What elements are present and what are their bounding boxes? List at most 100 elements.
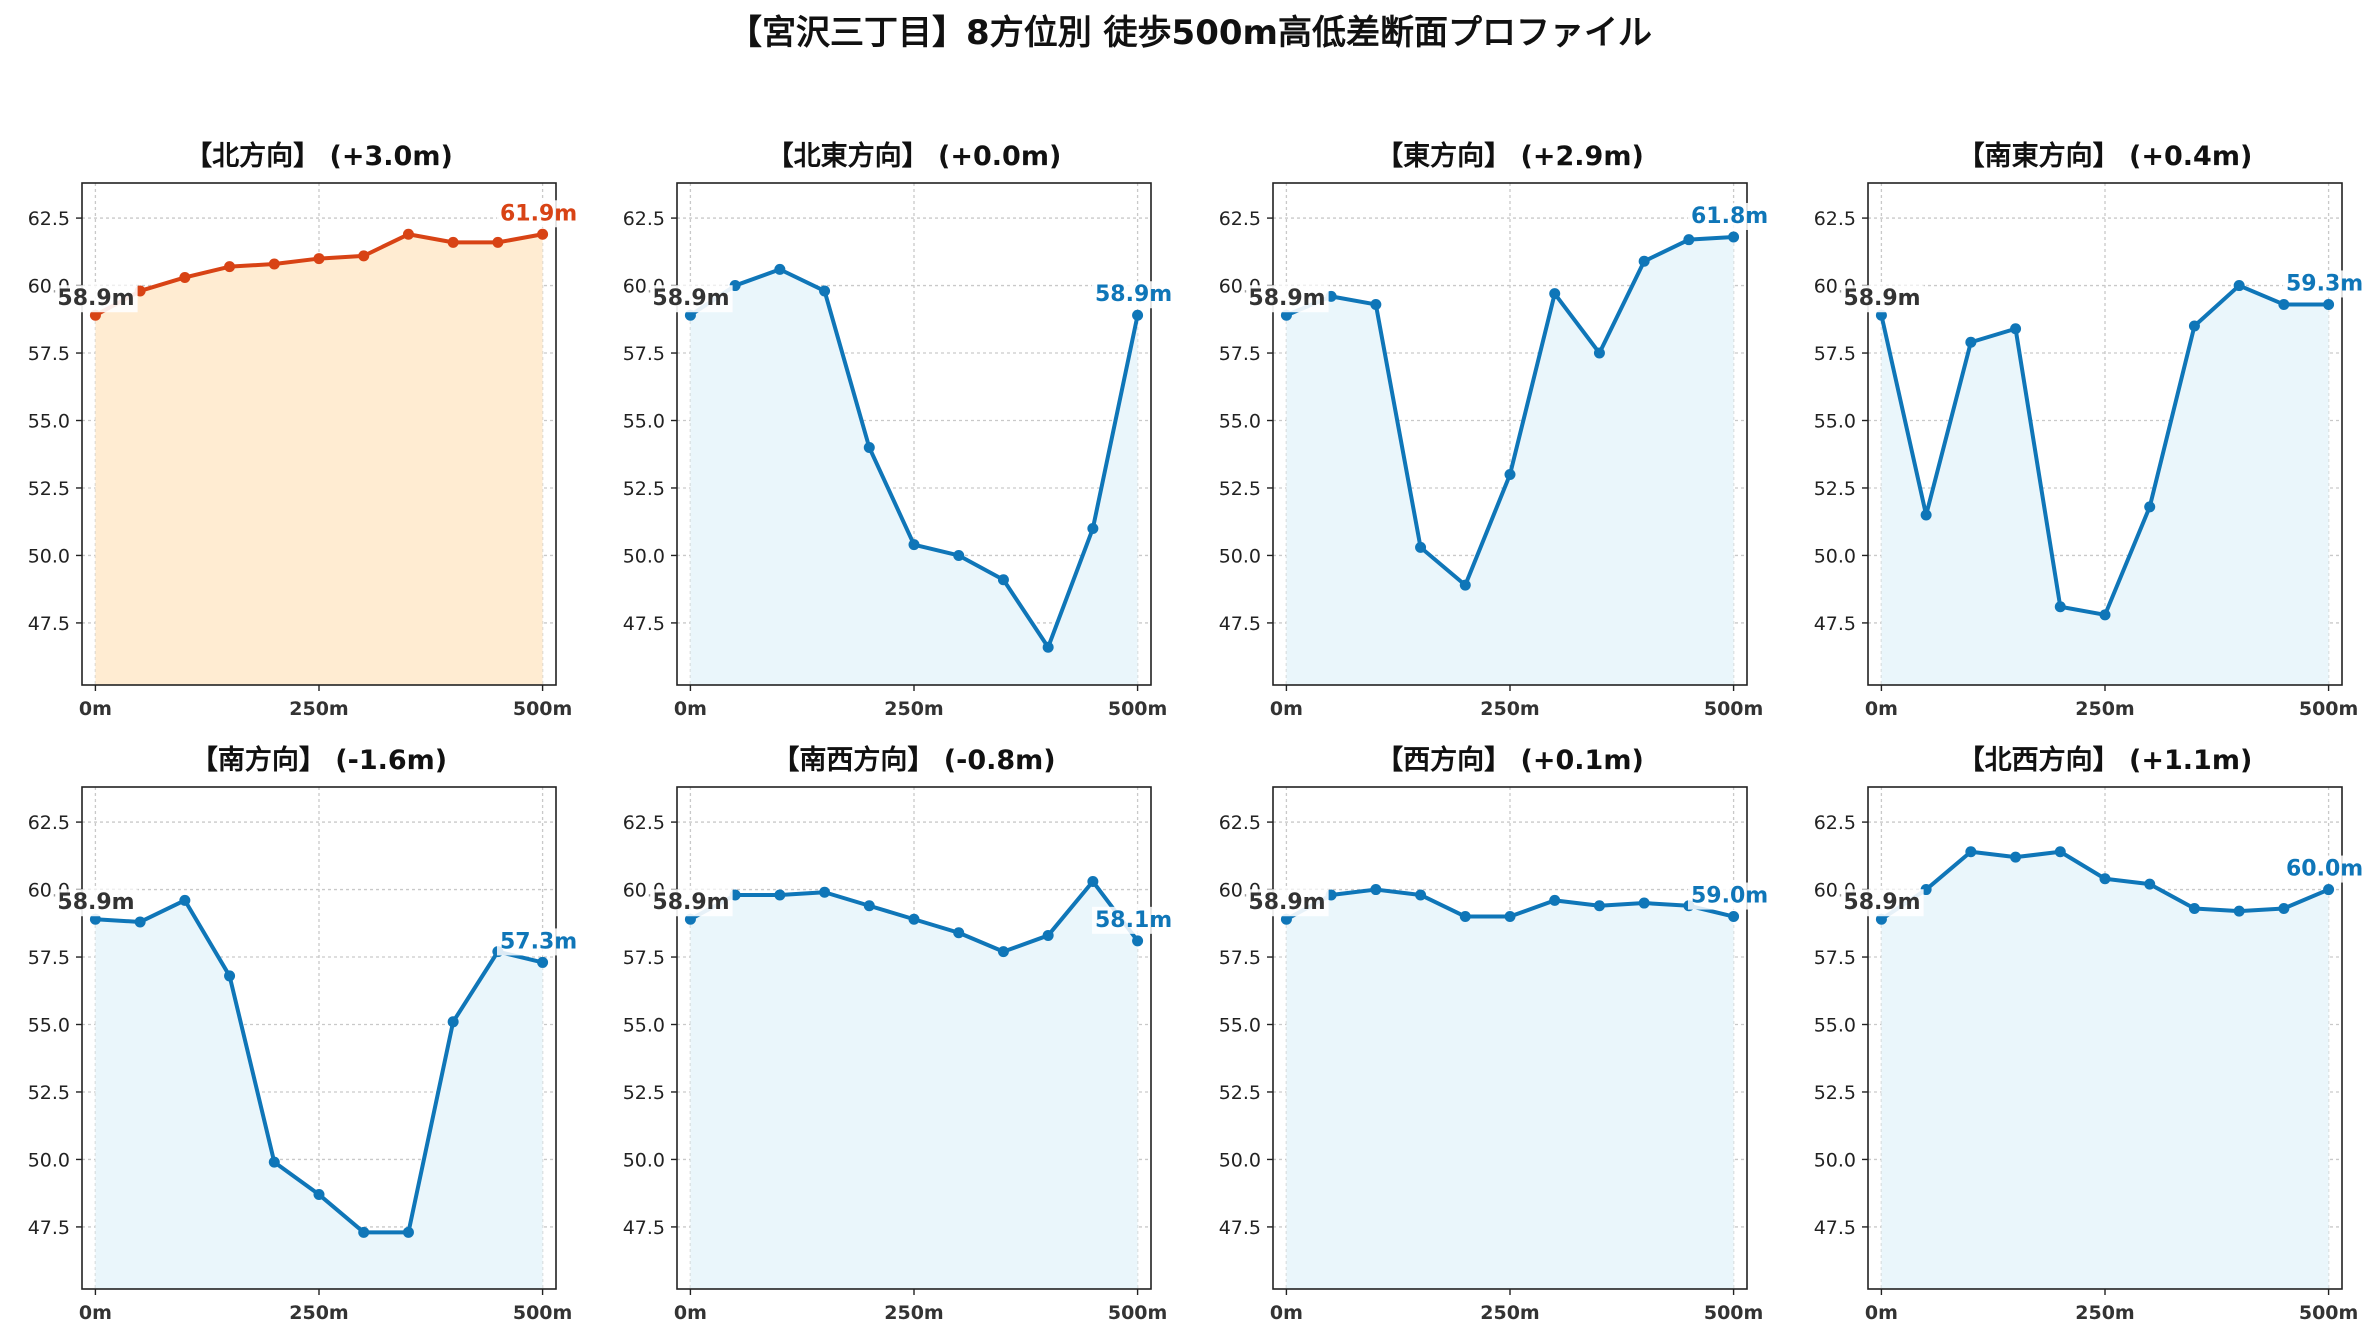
data-point bbox=[1965, 336, 1977, 348]
x-tick-label: 500m bbox=[1704, 1302, 1763, 1324]
start-value-label: 58.9m bbox=[1248, 286, 1325, 311]
y-tick-label: 62.5 bbox=[1814, 208, 1856, 230]
y-tick-label: 52.5 bbox=[1814, 478, 1856, 500]
subplot-title: 【西方向】 (+0.1m) bbox=[1376, 744, 1644, 776]
data-point bbox=[1683, 234, 1695, 246]
y-tick-label: 55.0 bbox=[28, 411, 70, 433]
y-tick-label: 50.0 bbox=[623, 1149, 665, 1171]
x-tick-label: 500m bbox=[513, 1302, 572, 1324]
data-point bbox=[313, 253, 325, 265]
start-value-label: 58.9m bbox=[1248, 890, 1325, 915]
data-point bbox=[492, 236, 504, 248]
x-tick-label: 0m bbox=[79, 698, 112, 720]
data-point bbox=[2278, 902, 2290, 914]
start-label-bg bbox=[1245, 285, 1329, 313]
y-tick-label: 52.5 bbox=[28, 1082, 70, 1104]
y-tick-label: 62.5 bbox=[28, 208, 70, 230]
data-point bbox=[268, 1156, 280, 1168]
data-point bbox=[1504, 468, 1516, 480]
x-tick-label: 250m bbox=[884, 1302, 943, 1324]
data-point bbox=[2278, 298, 2290, 310]
end-value-label: 58.9m bbox=[1095, 282, 1172, 307]
x-tick-label: 250m bbox=[2075, 698, 2134, 720]
data-point bbox=[447, 1016, 459, 1028]
data-point bbox=[2054, 601, 2066, 613]
data-point bbox=[2010, 851, 2022, 863]
y-tick-label: 47.5 bbox=[1814, 1217, 1856, 1239]
data-point bbox=[537, 956, 549, 968]
data-point bbox=[224, 970, 236, 982]
x-tick-label: 500m bbox=[513, 698, 572, 720]
start-label-bg bbox=[649, 285, 733, 313]
subplot-title: 【南方向】 (-1.6m) bbox=[191, 744, 447, 776]
y-tick-label: 55.0 bbox=[623, 411, 665, 433]
data-point bbox=[819, 886, 831, 898]
x-tick-label: 0m bbox=[1270, 698, 1303, 720]
y-tick-label: 47.5 bbox=[1219, 1217, 1261, 1239]
y-tick-label: 57.5 bbox=[1219, 343, 1261, 365]
end-value-label: 57.3m bbox=[500, 929, 577, 954]
data-point bbox=[1280, 309, 1292, 321]
data-point bbox=[313, 1189, 325, 1201]
data-point bbox=[908, 539, 920, 551]
x-tick-label: 500m bbox=[1704, 698, 1763, 720]
end-label-bg bbox=[1091, 906, 1176, 934]
y-tick-label: 57.5 bbox=[1814, 343, 1856, 365]
y-tick-label: 57.5 bbox=[1814, 947, 1856, 969]
data-point bbox=[402, 1226, 414, 1238]
x-tick-label: 250m bbox=[1480, 1302, 1539, 1324]
y-tick-label: 62.5 bbox=[623, 812, 665, 834]
data-point bbox=[1728, 231, 1740, 243]
start-label-bg bbox=[649, 889, 733, 917]
data-point bbox=[2099, 609, 2111, 621]
data-point bbox=[1280, 913, 1292, 925]
y-tick-label: 62.5 bbox=[1219, 208, 1261, 230]
data-point bbox=[1549, 288, 1561, 300]
subplot-4: 【南方向】 (-1.6m)47.550.052.555.057.560.062.… bbox=[28, 744, 581, 1324]
x-tick-label: 500m bbox=[2299, 698, 2358, 720]
data-point bbox=[1728, 911, 1740, 923]
subplot-2: 【東方向】 (+2.9m)47.550.052.555.057.560.062.… bbox=[1219, 140, 1772, 720]
area-fill bbox=[1881, 851, 2329, 1289]
y-tick-label: 62.5 bbox=[1814, 812, 1856, 834]
data-point bbox=[1549, 894, 1561, 906]
x-tick-label: 250m bbox=[289, 698, 348, 720]
y-tick-label: 55.0 bbox=[1814, 1015, 1856, 1037]
y-tick-label: 57.5 bbox=[623, 947, 665, 969]
data-point bbox=[2233, 280, 2245, 292]
subplot-7: 【北西方向】 (+1.1m)47.550.052.555.057.560.062… bbox=[1814, 744, 2367, 1324]
y-tick-label: 47.5 bbox=[1814, 613, 1856, 635]
data-point bbox=[1042, 641, 1054, 653]
x-tick-label: 250m bbox=[2075, 1302, 2134, 1324]
data-point bbox=[774, 889, 786, 901]
data-point bbox=[863, 900, 875, 912]
subplot-title: 【南東方向】 (+0.4m) bbox=[1958, 140, 2253, 172]
start-value-label: 58.9m bbox=[57, 286, 134, 311]
y-tick-label: 50.0 bbox=[1219, 1149, 1261, 1171]
subplot-title: 【東方向】 (+2.9m) bbox=[1376, 140, 1644, 172]
subplot-6: 【西方向】 (+0.1m)47.550.052.555.057.560.062.… bbox=[1219, 744, 1772, 1324]
area-fill bbox=[1286, 889, 1734, 1289]
start-label-bg bbox=[54, 889, 138, 917]
data-point bbox=[134, 916, 146, 928]
y-tick-label: 55.0 bbox=[1814, 411, 1856, 433]
data-point bbox=[1593, 900, 1605, 912]
data-point bbox=[358, 250, 370, 262]
y-tick-label: 52.5 bbox=[623, 1082, 665, 1104]
panels-grid: 【北方向】 (+3.0m)47.550.052.555.057.560.062.… bbox=[28, 140, 2367, 1324]
end-value-label: 61.9m bbox=[500, 201, 577, 226]
data-point bbox=[447, 236, 459, 248]
data-point bbox=[863, 441, 875, 453]
end-label-bg bbox=[2282, 855, 2367, 883]
end-label-bg bbox=[1687, 882, 1772, 910]
subplot-title: 【南西方向】 (-0.8m) bbox=[772, 744, 1055, 776]
subplot-3: 【南東方向】 (+0.4m)47.550.052.555.057.560.062… bbox=[1814, 140, 2367, 720]
start-label-bg bbox=[1245, 889, 1329, 917]
end-label-bg bbox=[2282, 270, 2367, 298]
y-tick-label: 50.0 bbox=[28, 1149, 70, 1171]
start-label-bg bbox=[1840, 285, 1924, 313]
y-tick-label: 55.0 bbox=[28, 1015, 70, 1037]
data-point bbox=[1504, 911, 1516, 923]
subplot-1: 【北東方向】 (+0.0m)47.550.052.555.057.560.062… bbox=[623, 140, 1176, 720]
start-label-bg bbox=[1840, 889, 1924, 917]
